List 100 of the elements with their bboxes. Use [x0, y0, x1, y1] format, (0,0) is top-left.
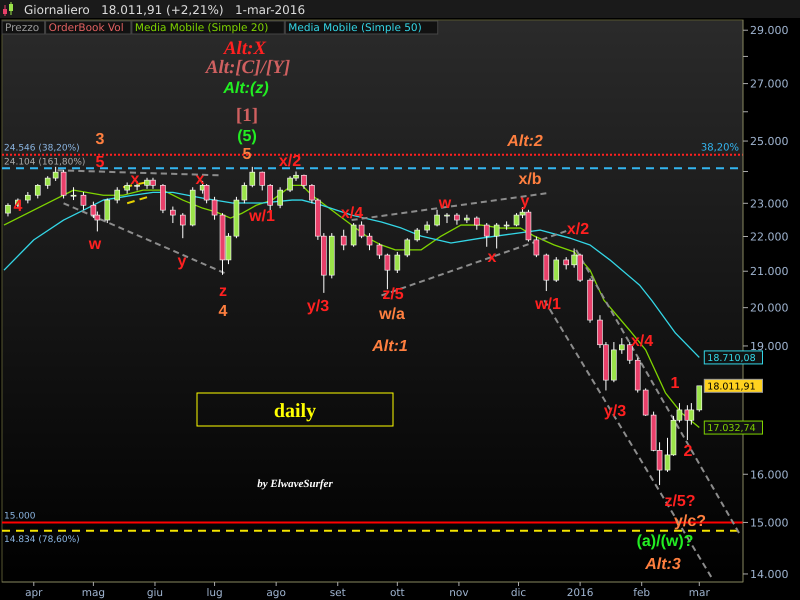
annotation: OrderBook Vol	[48, 22, 124, 34]
candlestick	[414, 228, 420, 242]
x-tick-label: set	[330, 587, 346, 599]
candlestick	[70, 186, 76, 201]
annotation: z/5?	[664, 493, 696, 510]
candlestick	[80, 192, 86, 210]
ref-line-label: 14.834 (78,60%)	[4, 534, 80, 545]
annotation: 38,20%	[700, 142, 739, 154]
candlestick	[204, 184, 210, 204]
ref-line-label: 24.546 (38,20%)	[4, 144, 80, 154]
candlestick	[301, 174, 307, 190]
x-tick-label: ago	[266, 587, 286, 599]
candlestick	[25, 192, 31, 204]
annotation: Alt:2	[506, 133, 543, 150]
candlestick	[484, 222, 490, 248]
candlestick	[180, 212, 186, 239]
annotation: y/3	[604, 403, 626, 420]
annotation: x	[130, 171, 140, 188]
annotation: z/5	[382, 286, 404, 303]
candlestick	[277, 186, 283, 209]
x-tick-label: feb	[633, 587, 650, 599]
annotation: Alt:[C]/[Y]	[204, 57, 290, 78]
x-tick-label: nov	[449, 587, 469, 599]
annotation: by ElwaveSurfer	[257, 478, 334, 490]
candlestick	[366, 232, 372, 251]
y-tick-label: 21.000	[750, 265, 788, 278]
candlestick	[534, 236, 540, 258]
candlestick	[5, 202, 11, 217]
annotation: (a)/(w)?	[636, 533, 694, 550]
candlestick	[259, 171, 266, 191]
x-tick-label: mag	[82, 587, 106, 599]
candlestick	[376, 242, 382, 260]
y-tick-label: 14.000	[750, 568, 788, 581]
candlestick	[60, 169, 66, 199]
candlestick	[104, 198, 110, 224]
candlestick	[424, 220, 430, 234]
candlestick	[688, 402, 694, 426]
annotation: 3	[96, 131, 105, 148]
candlestick	[358, 220, 364, 239]
y-tick-label: 25.000	[750, 135, 788, 148]
x-tick-label: giu	[146, 587, 164, 599]
candlestick	[350, 222, 356, 248]
candlestick	[394, 251, 400, 274]
text: Media Mobile (Simple 50)	[288, 22, 422, 34]
candlestick	[404, 238, 410, 258]
y-tick-label: 19.000	[750, 340, 788, 353]
candlestick	[553, 256, 560, 282]
annotation: x	[196, 171, 205, 188]
candlestick	[212, 196, 218, 220]
annotation: y	[520, 193, 530, 210]
annotation: w/1	[534, 296, 561, 313]
annotation: w	[438, 195, 452, 212]
annotation: x	[488, 249, 497, 266]
annotation: w/a	[378, 306, 405, 323]
annotation: [1]	[236, 105, 258, 126]
y-tick-label: 29.000	[750, 24, 788, 38]
candlestick	[563, 256, 569, 270]
candlestick	[114, 186, 120, 204]
text: daily	[274, 400, 316, 422]
annotation: 5	[242, 146, 252, 163]
annotation: 4	[218, 303, 228, 320]
candlestick	[34, 184, 41, 199]
x-tick-label: 2016	[566, 587, 594, 599]
y-tick-label: 22.000	[750, 230, 788, 244]
annotation: x/2	[278, 153, 302, 170]
annotation: 2	[684, 443, 693, 460]
candlestick	[340, 229, 346, 251]
annotation: Alt:X	[222, 38, 268, 59]
annotation: Alt:3	[644, 556, 681, 573]
candlestick	[124, 182, 130, 194]
ref-line-label: 15.000	[4, 511, 36, 522]
x-tick-label: lug	[206, 587, 223, 599]
annotation: Prezzo	[5, 22, 40, 34]
x-tick-label: apr	[25, 587, 44, 599]
y-tick-label: 15.000	[750, 516, 788, 530]
candlestick	[454, 212, 460, 226]
candlestick	[494, 222, 500, 249]
candlestick	[626, 342, 633, 364]
candlestick	[250, 166, 256, 188]
candlestick	[242, 182, 248, 204]
annotation: y	[178, 253, 187, 270]
y-tick-label: 20.000	[750, 302, 788, 315]
annotation: w	[88, 236, 102, 253]
chart-subtitle: Giornaliero 18.011,91 (+2,21%) 1-mar-2016	[24, 3, 306, 17]
candlestick	[170, 206, 176, 224]
annotation: (5)	[237, 128, 257, 145]
y-tick-label: 23.000	[750, 197, 788, 210]
annotation: 5	[96, 154, 105, 171]
annotation: Alt:1	[371, 338, 408, 355]
candlestick	[474, 216, 480, 230]
text: Media Mobile (Simple 20)	[134, 22, 268, 34]
x-tick-label: mar	[688, 587, 710, 599]
annotation: Alt:(z)	[222, 80, 269, 97]
data-label: 18.710,08	[707, 352, 756, 364]
candlestick	[619, 338, 625, 354]
annotation: w/1	[248, 208, 275, 225]
y-tick-label: 27.000	[750, 78, 788, 91]
y-tick-label: 16.000	[750, 468, 788, 482]
annotation: z	[219, 283, 227, 300]
x-tick-label: dic	[510, 587, 526, 599]
